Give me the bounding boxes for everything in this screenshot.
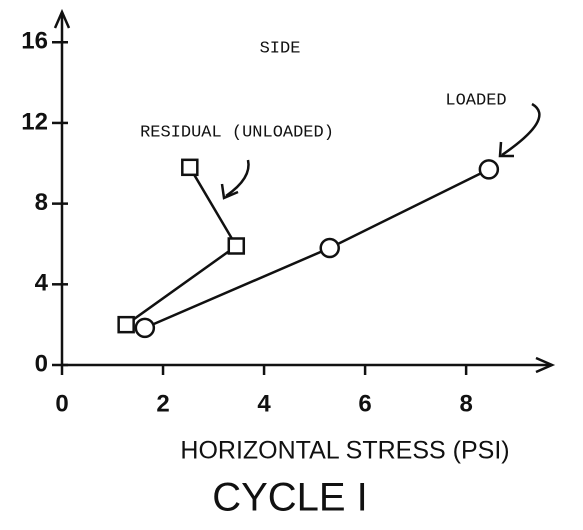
point xyxy=(117,315,135,334)
point xyxy=(319,237,340,259)
point xyxy=(181,158,199,177)
point xyxy=(134,317,156,339)
series-label: RESIDUAL (UNLOADED) xyxy=(140,123,334,142)
annotation-arrow xyxy=(225,159,250,198)
annotation-arrow xyxy=(501,102,541,157)
x-tick-label: 2 xyxy=(156,390,169,417)
x-axis-label: HORIZONTAL STRESS (PSI) xyxy=(180,437,509,465)
point xyxy=(227,237,246,255)
y-tick-label: 16 xyxy=(21,28,48,55)
series-line xyxy=(144,168,490,330)
x-tick-label: 4 xyxy=(257,390,271,417)
y-tick-label: 0 xyxy=(35,350,48,377)
series-label: LOADED xyxy=(445,91,506,110)
annotation-arrowhead xyxy=(220,183,239,200)
x-tick-label: 8 xyxy=(459,390,472,417)
y-axis-arrow xyxy=(53,8,71,29)
chart-title: CYCLE I xyxy=(212,476,368,520)
annotation-arrowhead xyxy=(498,141,514,158)
chart-subtitle: SIDE xyxy=(260,39,301,58)
x-tick-label: 0 xyxy=(55,390,68,417)
x-tick-label: 6 xyxy=(358,390,371,417)
y-tick-label: 12 xyxy=(21,108,48,135)
y-tick-label: 8 xyxy=(35,189,48,216)
series-line xyxy=(125,166,238,326)
point xyxy=(478,159,500,180)
x-axis-arrow xyxy=(535,356,556,374)
y-tick-label: 4 xyxy=(35,270,49,297)
